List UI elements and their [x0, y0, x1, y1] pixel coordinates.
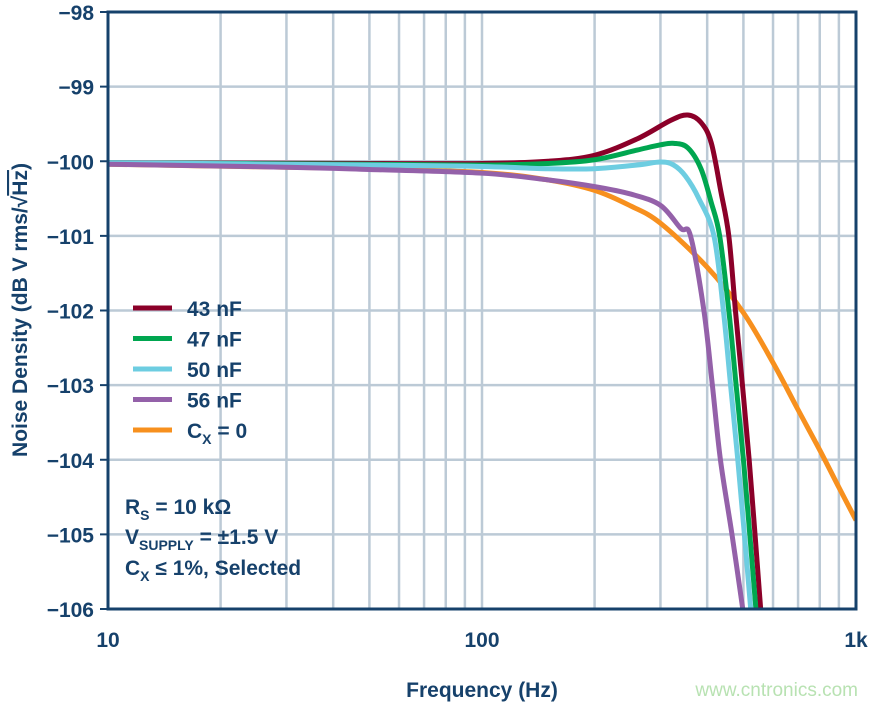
legend: 43 nF 47 nF 50 nF 56 nF CX = 0	[133, 298, 247, 447]
series-line-3	[108, 159, 754, 609]
y-axis-label: Noise Density (dB V rms/√Hz)	[9, 163, 32, 457]
x-tick-label: 1k	[844, 629, 868, 652]
y-tick-label: −101	[47, 226, 95, 249]
y-tick-label: −100	[47, 151, 94, 174]
y-axis-ticks: −98 −99 −100 −101 −102 −103 −104 −105 −106	[47, 2, 108, 622]
legend-label: 43 nF	[187, 298, 242, 321]
watermark: www.cntronics.com	[694, 680, 858, 701]
annotation-block: RS = 10 kΩ VSUPPLY = ±1.5 V CX ≤ 1%, Sel…	[125, 496, 301, 584]
annotation-cx: CX ≤ 1%, Selected	[125, 557, 301, 584]
annotation-vsupply: VSUPPLY = ±1.5 V	[125, 526, 278, 553]
x-tick-label: 10	[96, 629, 119, 652]
y-axis-label-main: Noise Density (dB V rms/	[9, 207, 32, 457]
y-tick-label: −102	[47, 301, 94, 324]
y-tick-label: −104	[47, 450, 95, 473]
y-axis-label-root: √	[9, 195, 32, 207]
legend-label: 56 nF	[187, 390, 242, 413]
annotation-rs: RS = 10 kΩ	[125, 496, 231, 523]
legend-label: 47 nF	[187, 329, 242, 352]
y-tick-label: −105	[47, 524, 95, 547]
x-axis-ticks: 10 100 1k	[96, 629, 868, 652]
legend-label: CX = 0	[187, 420, 247, 447]
y-axis-label-hz: Hz	[9, 170, 32, 196]
series-lines	[108, 112, 856, 609]
y-tick-label: −106	[47, 599, 94, 622]
series-line-4	[108, 161, 746, 609]
x-axis-label: Frequency (Hz)	[406, 679, 558, 702]
y-tick-label: −99	[58, 77, 94, 100]
y-axis-label-close: )	[9, 163, 32, 170]
x-tick-label: 100	[464, 629, 499, 652]
y-tick-label: −98	[58, 2, 94, 25]
legend-label: 50 nF	[187, 359, 242, 382]
y-tick-label: −103	[47, 375, 94, 398]
